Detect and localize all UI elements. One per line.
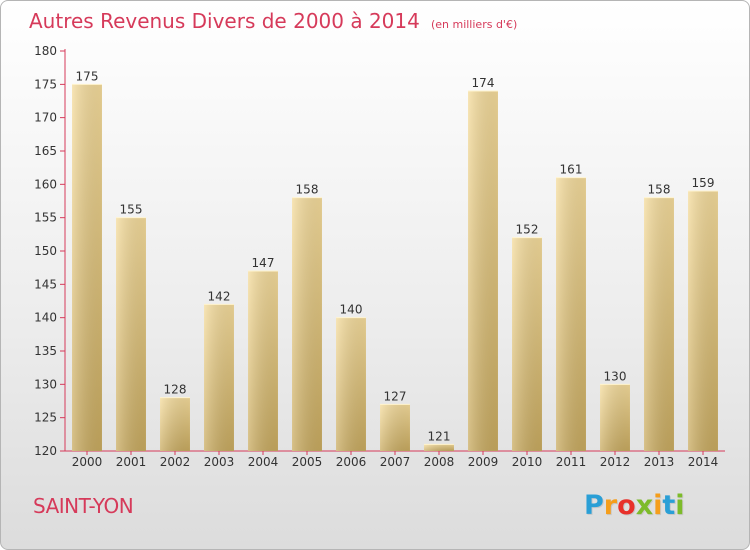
bar-shade xyxy=(644,197,674,451)
bar-value-label: 147 xyxy=(252,256,275,270)
brand-logo-letter: o xyxy=(617,490,636,521)
x-tick-label: 2010 xyxy=(512,455,543,469)
bar-shade xyxy=(556,177,586,451)
bar-shade xyxy=(424,444,454,451)
bar-value-label: 142 xyxy=(208,289,231,303)
bar-value-label: 121 xyxy=(428,429,451,443)
bar-value-label: 159 xyxy=(692,176,715,190)
bar-value-label: 155 xyxy=(120,203,143,217)
x-tick-label: 2014 xyxy=(688,455,719,469)
y-tick-label: 145 xyxy=(34,277,57,291)
bar-value-label: 152 xyxy=(516,223,539,237)
bar-value-label: 175 xyxy=(76,69,99,83)
x-tick-label: 2013 xyxy=(644,455,675,469)
y-tick-label: 170 xyxy=(34,111,57,125)
x-tick-label: 2009 xyxy=(468,455,499,469)
bar-shade xyxy=(292,197,322,451)
x-tick-label: 2001 xyxy=(116,455,147,469)
bar-shade xyxy=(336,317,366,451)
bar-shade xyxy=(380,404,410,451)
bar-shade xyxy=(116,217,146,451)
bar-shade xyxy=(72,84,102,451)
brand-logo-letter: x xyxy=(635,490,654,521)
x-tick-label: 2012 xyxy=(600,455,631,469)
bar-value-label: 158 xyxy=(296,183,319,197)
y-tick-label: 135 xyxy=(34,344,57,358)
x-tick-label: 2005 xyxy=(292,455,323,469)
brand-logo-letter: i xyxy=(653,490,663,521)
x-tick-label: 2011 xyxy=(556,455,587,469)
bar-value-label: 130 xyxy=(604,369,627,383)
bar-shade xyxy=(248,271,278,451)
brand-logo-letter: r xyxy=(603,490,618,521)
x-tick-label: 2006 xyxy=(336,455,367,469)
bar-shade xyxy=(600,384,630,451)
y-tick-label: 120 xyxy=(34,444,57,458)
chart-title: Autres Revenus Divers de 2000 à 2014 xyxy=(29,9,420,33)
y-tick-label: 180 xyxy=(34,44,57,58)
bar-value-label: 158 xyxy=(648,183,671,197)
bar-value-label: 140 xyxy=(340,303,363,317)
chart-unit-label: (en milliers d'€) xyxy=(430,18,518,31)
x-tick-label: 2003 xyxy=(204,455,235,469)
brand-logo-letter: P xyxy=(584,490,604,521)
x-tick-label: 2004 xyxy=(248,455,279,469)
y-tick-label: 150 xyxy=(34,244,57,258)
bar-shade xyxy=(688,191,718,451)
brand-logo: Proxiti xyxy=(584,490,685,521)
bar-shade xyxy=(468,91,498,451)
y-tick-label: 160 xyxy=(34,177,57,191)
x-tick-label: 2002 xyxy=(160,455,191,469)
y-tick-label: 130 xyxy=(34,377,57,391)
bar-value-label: 128 xyxy=(164,383,187,397)
bar-value-label: 127 xyxy=(384,389,407,403)
location-name: SAINT-YON xyxy=(33,494,134,518)
bar-value-label: 161 xyxy=(560,163,583,177)
x-tick-label: 2000 xyxy=(72,455,103,469)
y-tick-label: 125 xyxy=(34,411,57,425)
y-tick-label: 155 xyxy=(34,211,57,225)
x-tick-label: 2007 xyxy=(380,455,411,469)
brand-logo-letter: i xyxy=(675,490,685,521)
y-tick-label: 175 xyxy=(34,77,57,91)
bar-shade xyxy=(160,397,190,451)
bar-shade xyxy=(512,237,542,451)
x-tick-label: 2008 xyxy=(424,455,455,469)
y-tick-label: 140 xyxy=(34,311,57,325)
bar-value-label: 174 xyxy=(472,76,495,90)
bar-shade xyxy=(204,304,234,451)
y-tick-label: 165 xyxy=(34,144,57,158)
title-row: Autres Revenus Divers de 2000 à 2014 (en… xyxy=(29,9,517,33)
brand-logo-letter: t xyxy=(662,490,676,521)
